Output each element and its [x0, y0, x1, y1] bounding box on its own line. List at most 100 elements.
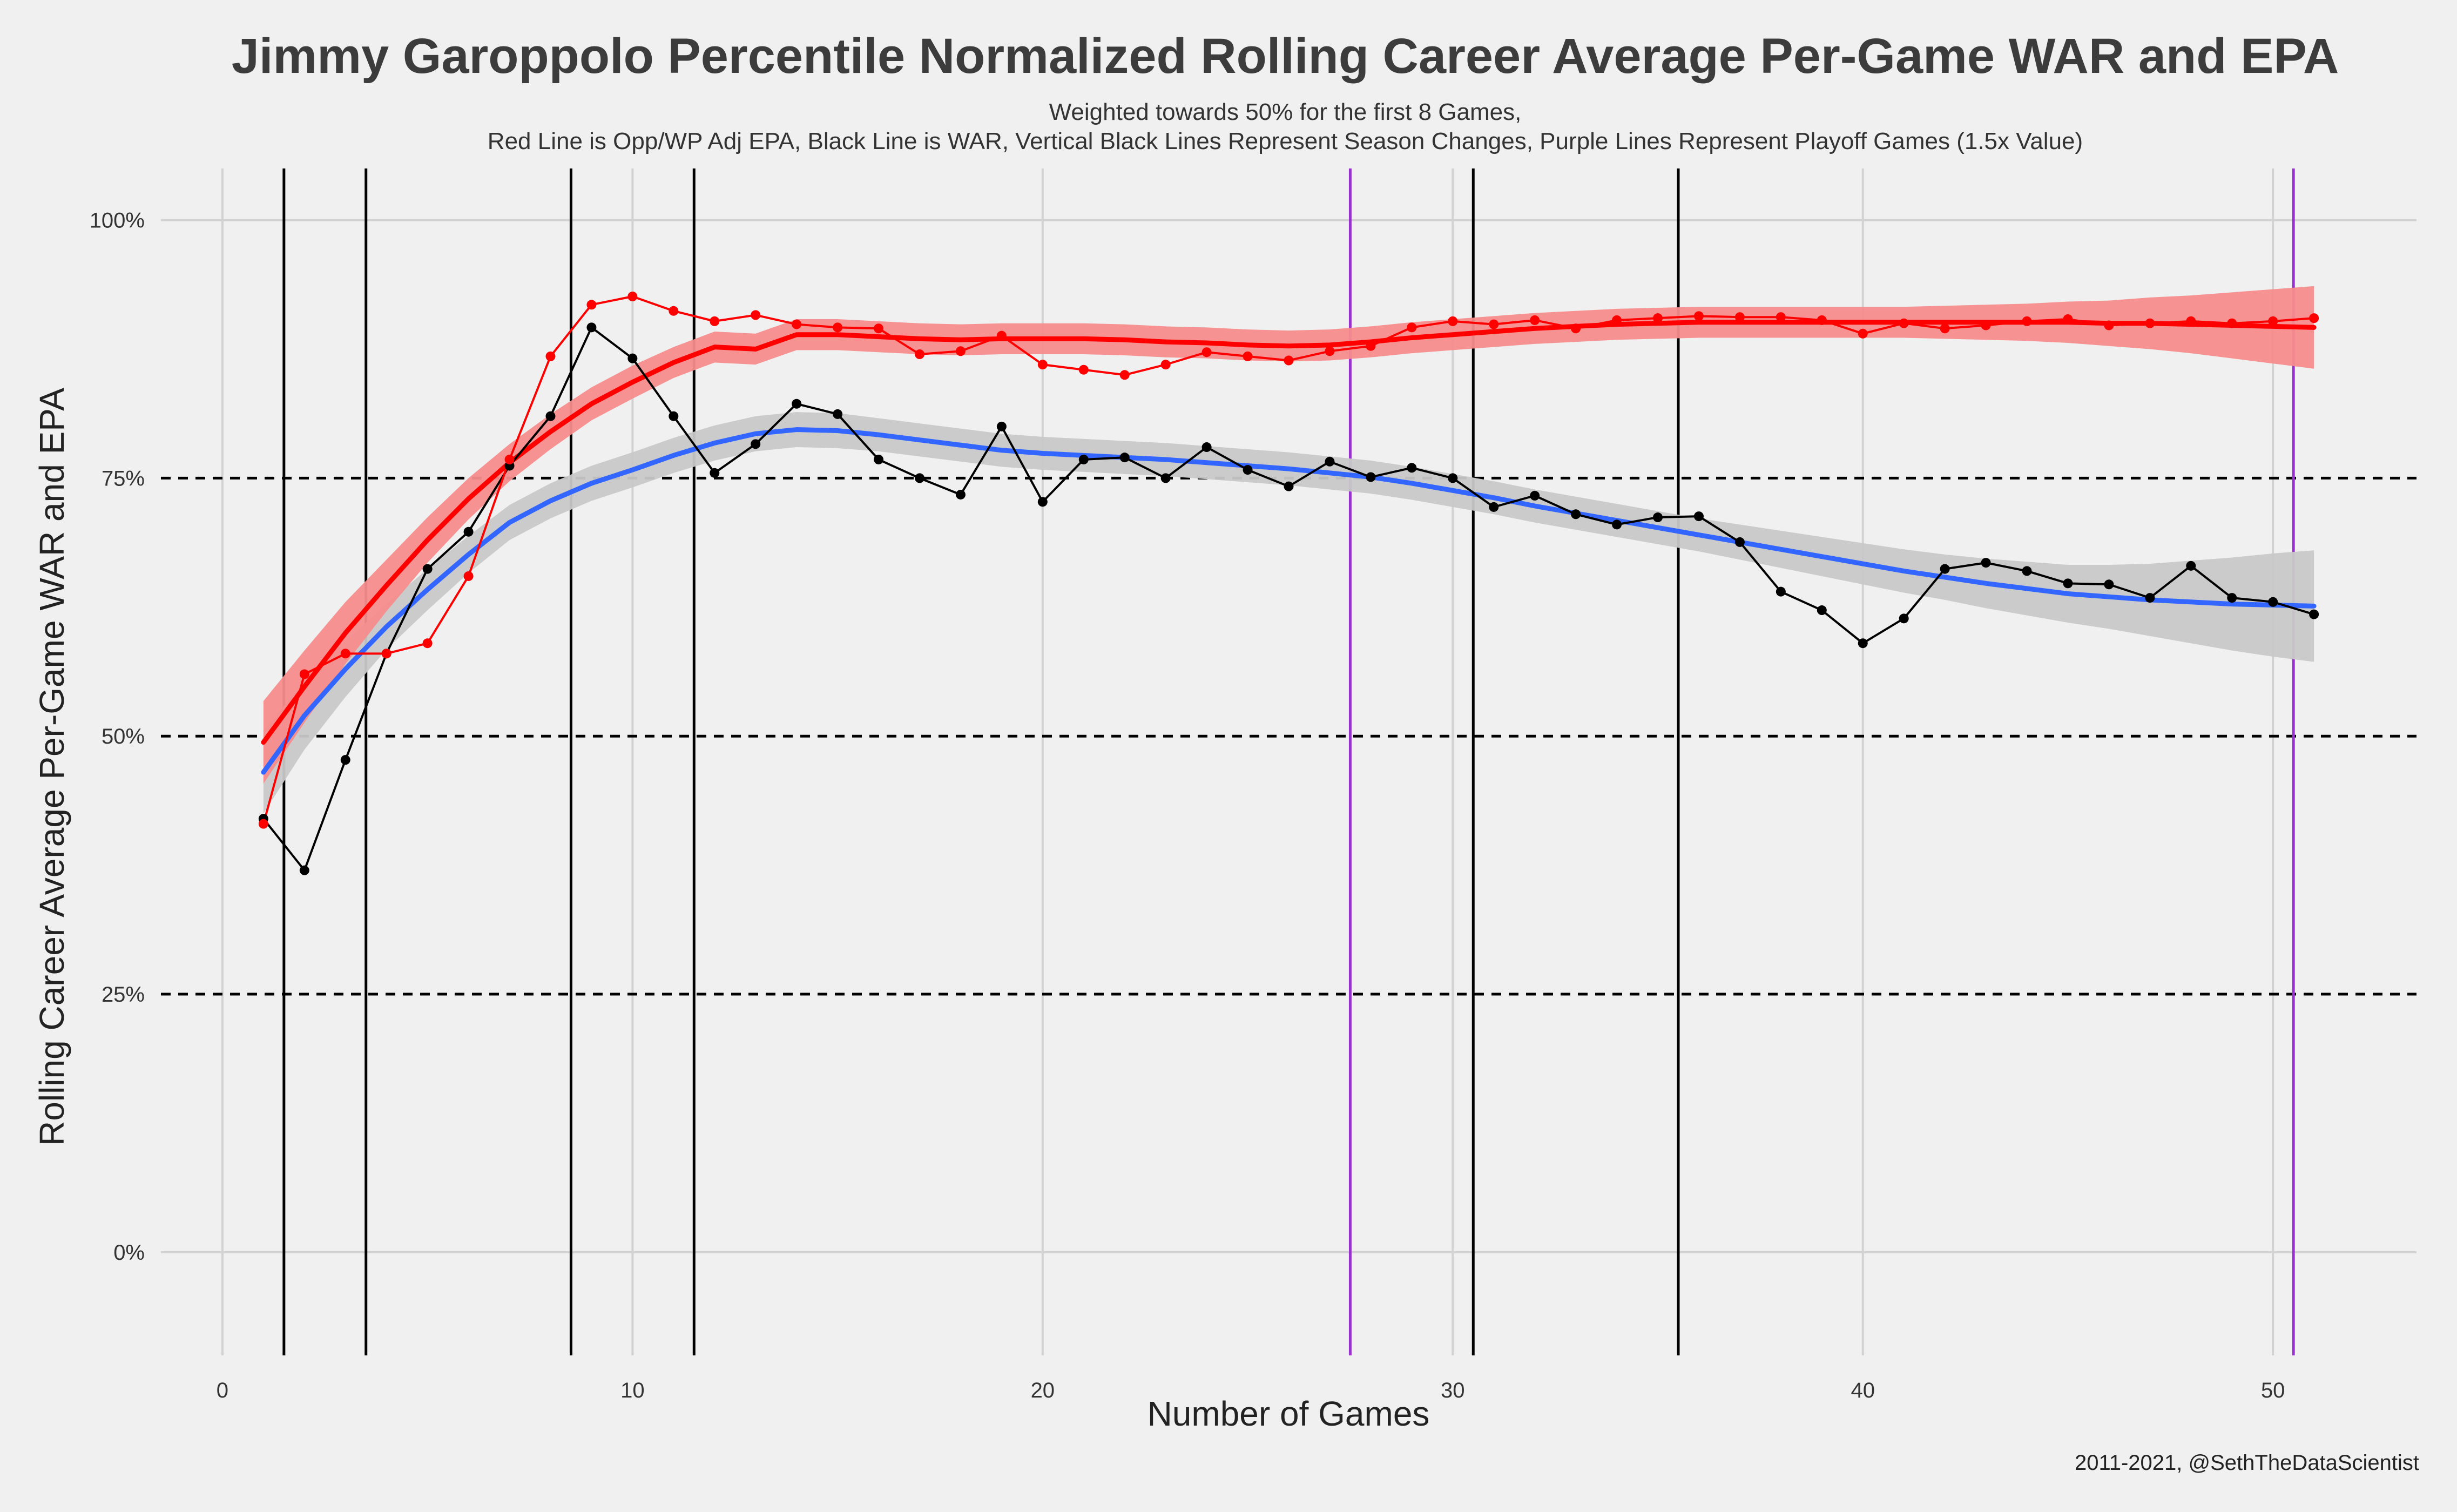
- epa-point: [1899, 318, 1909, 328]
- x-tick-label: 30: [1441, 1379, 1465, 1402]
- epa-point: [2268, 316, 2278, 326]
- epa-point: [1940, 323, 1950, 334]
- series-lines: [261, 295, 2317, 872]
- epa-point: [1981, 320, 1991, 330]
- epa-point: [1817, 315, 1827, 325]
- y-tick-label: 50%: [102, 725, 145, 748]
- y-tick-label: 75%: [102, 467, 145, 490]
- epa-point: [299, 669, 309, 679]
- war-point: [1899, 613, 1909, 624]
- war-point: [1571, 509, 1581, 519]
- war-point: [2268, 597, 2278, 607]
- war-point: [586, 322, 597, 333]
- war-point: [669, 411, 679, 421]
- war-point: [1243, 465, 1253, 475]
- epa-point: [1325, 346, 1335, 356]
- war-point: [1817, 605, 1827, 616]
- epa-point: [2309, 313, 2319, 323]
- epa-point: [586, 300, 597, 310]
- war-point: [1202, 442, 1212, 453]
- war-point: [874, 454, 884, 464]
- war-point: [1078, 454, 1089, 464]
- war-smooth-line: [261, 427, 2317, 775]
- war-point: [299, 865, 309, 875]
- war-point: [422, 564, 433, 574]
- epa-point: [1776, 312, 1786, 322]
- war-point: [1612, 519, 1622, 530]
- war-point: [833, 409, 843, 419]
- confidence-bands: [263, 286, 2314, 814]
- war-point: [1160, 473, 1171, 483]
- epa-smooth-line: [261, 320, 2317, 745]
- epa-point: [627, 292, 638, 302]
- series-points: [258, 292, 2319, 875]
- epa-point: [1693, 311, 1704, 321]
- war-point: [1489, 502, 1499, 512]
- epa-point: [1202, 347, 1212, 357]
- war-point: [2104, 579, 2114, 590]
- war-point: [1037, 497, 1048, 507]
- war-point: [340, 755, 350, 765]
- war-point: [996, 421, 1007, 431]
- epa-point: [2145, 318, 2155, 328]
- y-tick-label: 100%: [90, 209, 145, 233]
- epa-point: [1366, 341, 1376, 351]
- axis-ticks: 0 10 20 30 40 50 0% 25% 50% 75% 100%: [90, 209, 2285, 1402]
- war-point: [1858, 638, 1868, 649]
- epa-point: [1160, 360, 1171, 370]
- war-point: [1693, 511, 1704, 522]
- epa-point: [2104, 320, 2114, 330]
- epa-point: [1571, 323, 1581, 334]
- war-point: [2186, 561, 2196, 571]
- war-point: [2309, 609, 2319, 619]
- war-point: [627, 353, 638, 363]
- war-point: [1284, 481, 1294, 491]
- y-axis-title: Rolling Career Average Per-Game WAR and …: [32, 388, 71, 1146]
- x-axis-title: Number of Games: [1148, 1394, 1430, 1433]
- chart-subtitle-line-2: Red Line is Opp/WP Adj EPA, Black Line i…: [488, 128, 2083, 154]
- epa-point: [1407, 322, 1417, 333]
- war-point: [2022, 566, 2032, 576]
- war-point: [710, 468, 720, 478]
- epa-point: [258, 819, 268, 829]
- epa-point: [2227, 318, 2237, 328]
- epa-point: [463, 571, 474, 581]
- x-tick-label: 20: [1031, 1379, 1055, 1402]
- epa-point: [2186, 316, 2196, 326]
- x-tick-label: 50: [2261, 1379, 2285, 1402]
- war-point: [751, 439, 761, 449]
- epa-point: [340, 649, 350, 659]
- epa-point: [955, 346, 966, 356]
- epa-point: [545, 351, 556, 361]
- war-point: [2063, 578, 2073, 589]
- epa-point: [792, 319, 802, 329]
- war-point: [2145, 593, 2155, 603]
- war-point: [1653, 512, 1663, 523]
- war-point: [1940, 564, 1950, 574]
- war-point: [955, 489, 966, 500]
- epa-point: [710, 316, 720, 326]
- war-point: [2227, 593, 2237, 603]
- war-point: [1981, 558, 1991, 568]
- war-point: [1325, 456, 1335, 467]
- epa-point: [422, 638, 433, 649]
- epa-point: [996, 330, 1007, 341]
- epa-point: [1530, 315, 1540, 325]
- epa-point: [751, 310, 761, 320]
- war-point: [1366, 472, 1376, 482]
- chart-caption: 2011-2021, @SethTheDataScientist: [2075, 1451, 2419, 1475]
- epa-point: [1284, 355, 1294, 366]
- epa-point: [1078, 364, 1089, 375]
- epa-point: [914, 349, 924, 360]
- war-point: [1734, 537, 1745, 547]
- epa-point: [1734, 312, 1745, 322]
- war-point: [792, 399, 802, 409]
- epa-point: [2063, 314, 2073, 325]
- epa-point: [1037, 360, 1048, 370]
- war-point: [1119, 453, 1130, 463]
- war-point: [463, 526, 474, 537]
- epa-point: [874, 323, 884, 334]
- epa-point: [381, 649, 392, 659]
